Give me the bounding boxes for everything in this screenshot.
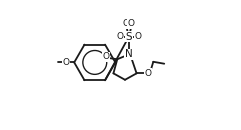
Text: O: O: [128, 19, 135, 28]
Text: S: S: [126, 32, 132, 42]
Text: O: O: [102, 52, 109, 61]
Text: N: N: [125, 49, 133, 59]
Text: O: O: [123, 19, 130, 28]
Text: O: O: [116, 32, 123, 41]
Text: O: O: [145, 69, 152, 78]
Text: O: O: [134, 32, 141, 41]
Text: O: O: [62, 58, 69, 67]
